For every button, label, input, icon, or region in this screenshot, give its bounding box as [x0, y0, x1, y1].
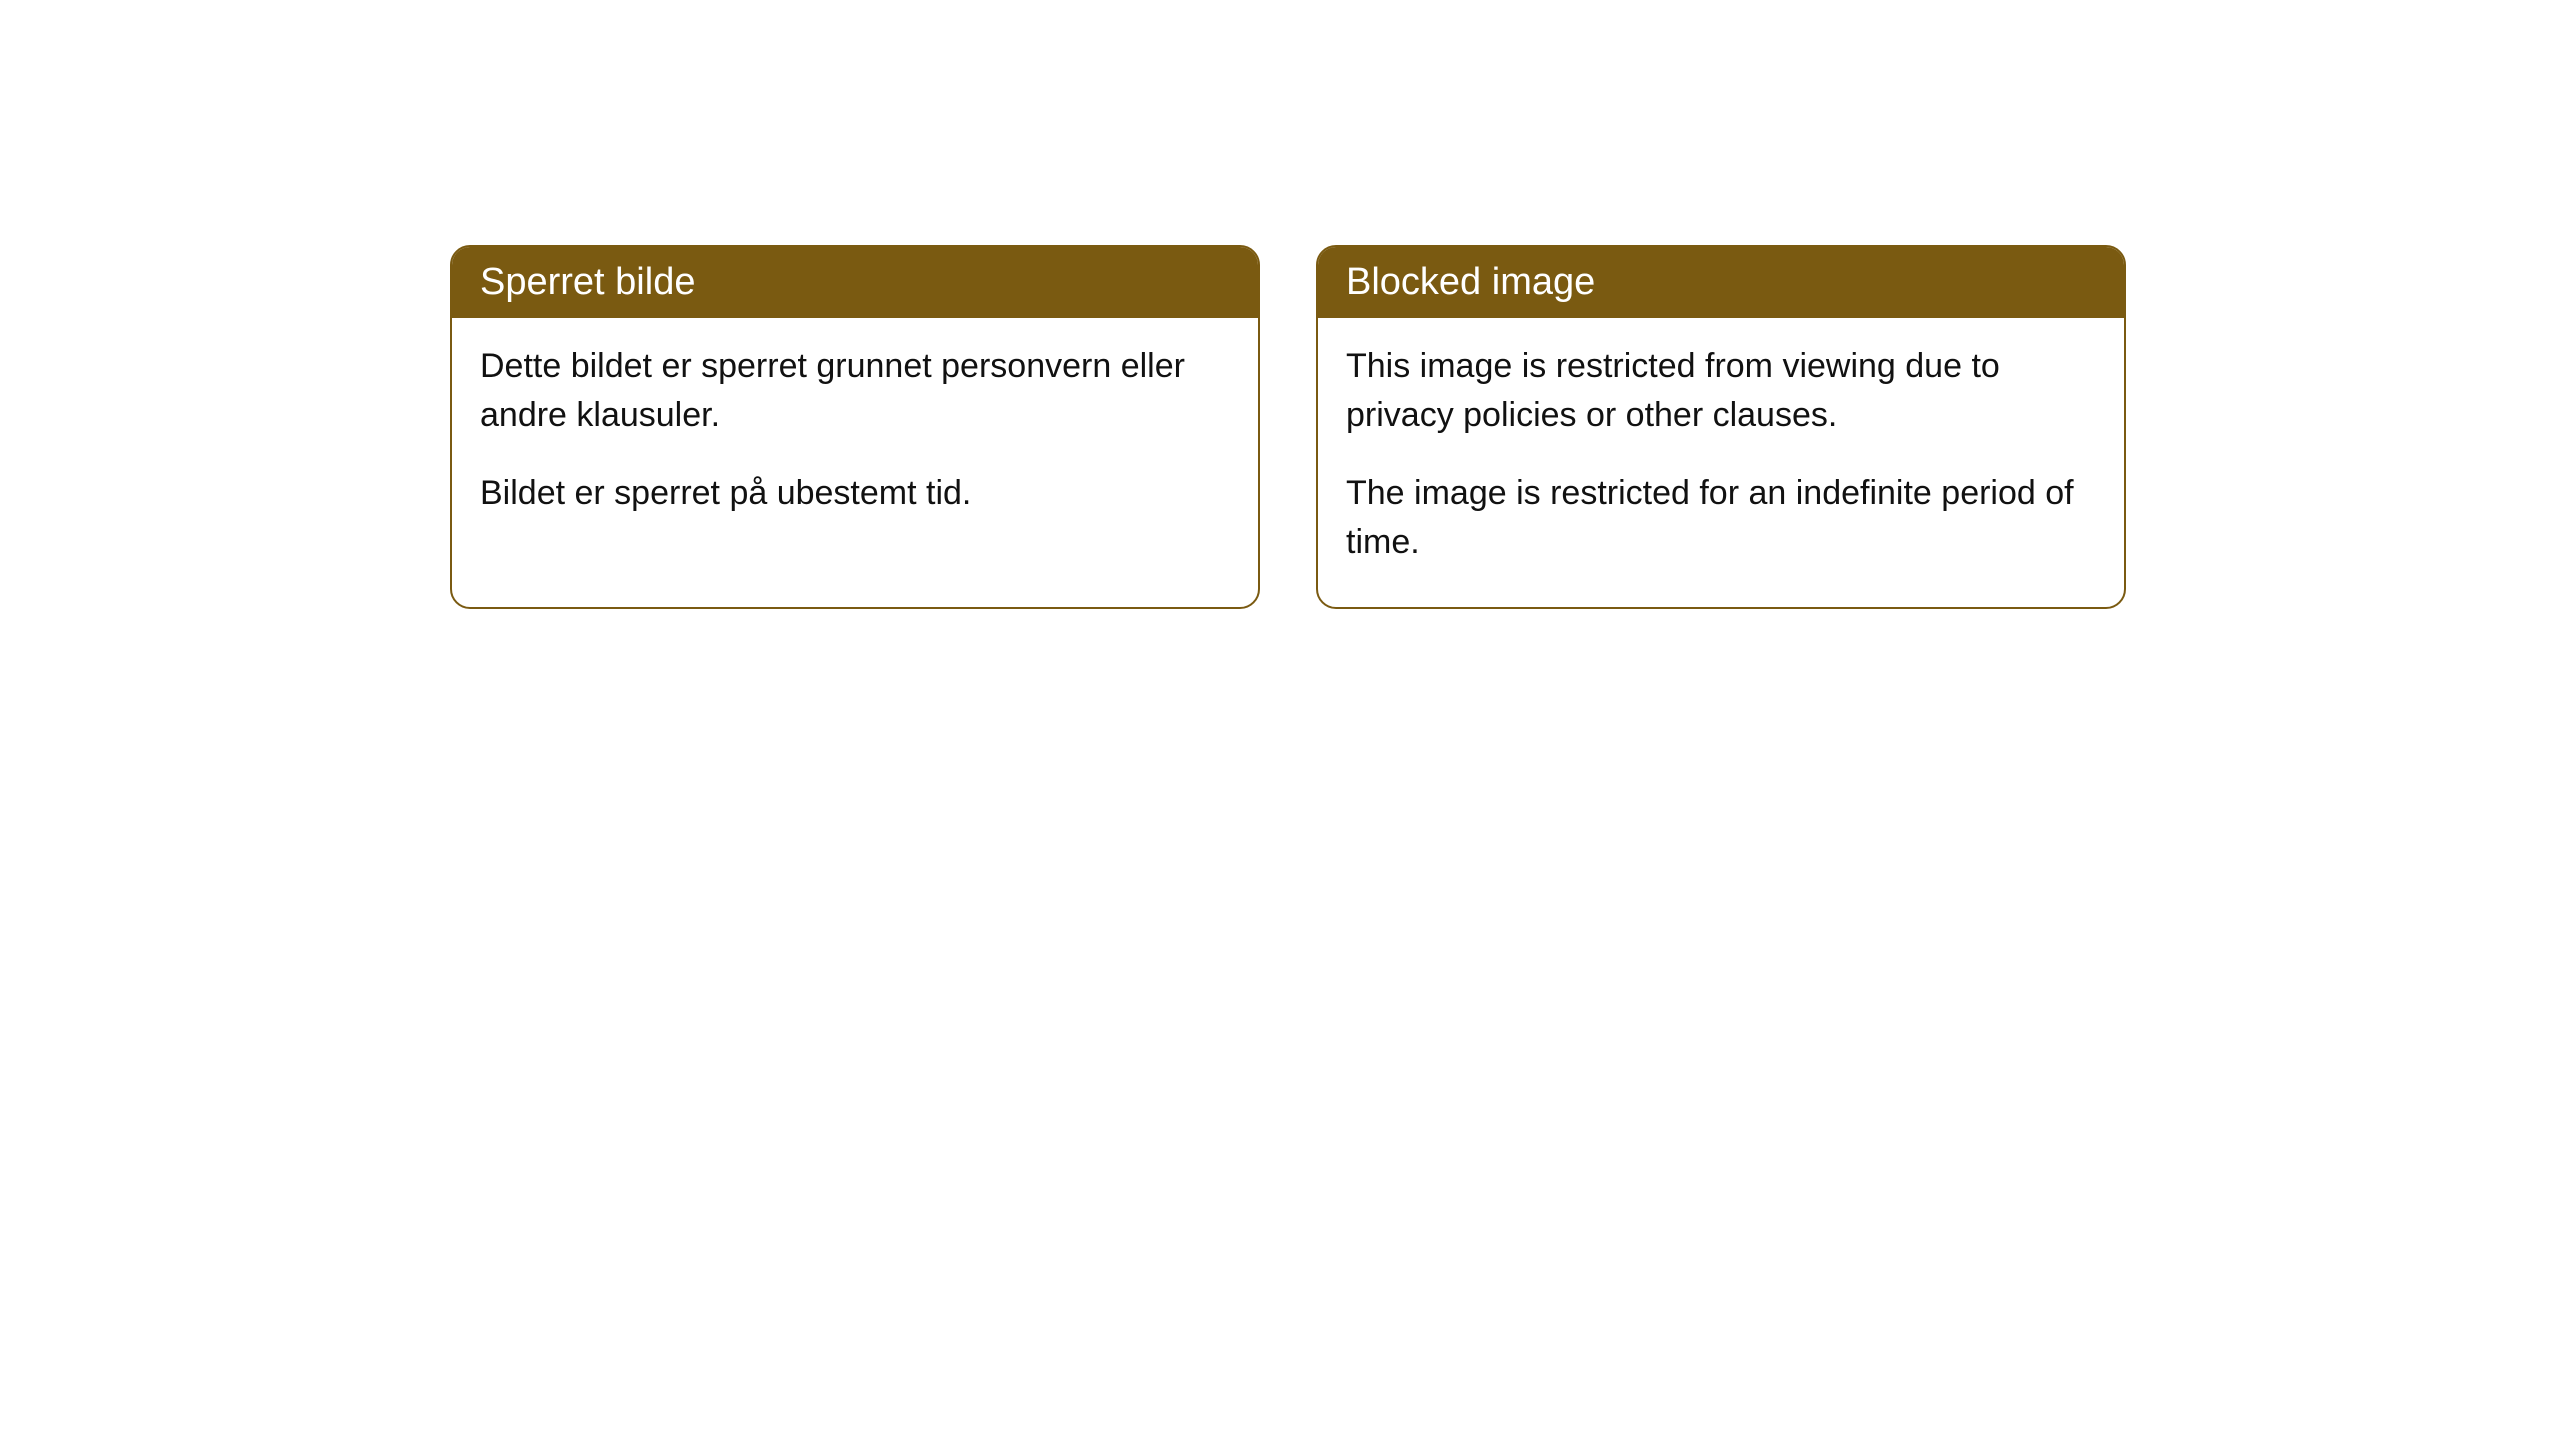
card-body: Dette bildet er sperret grunnet personve… — [452, 318, 1258, 558]
card-paragraph-2: The image is restricted for an indefinit… — [1346, 469, 2096, 568]
card-paragraph-1: Dette bildet er sperret grunnet personve… — [480, 342, 1230, 441]
card-paragraph-2: Bildet er sperret på ubestemt tid. — [480, 469, 1230, 518]
blocked-image-card-en: Blocked image This image is restricted f… — [1316, 245, 2126, 609]
card-header: Blocked image — [1318, 247, 2124, 318]
card-paragraph-1: This image is restricted from viewing du… — [1346, 342, 2096, 441]
card-header: Sperret bilde — [452, 247, 1258, 318]
blocked-image-card-no: Sperret bilde Dette bildet er sperret gr… — [450, 245, 1260, 609]
card-title: Sperret bilde — [480, 261, 695, 303]
card-container: Sperret bilde Dette bildet er sperret gr… — [450, 245, 2126, 609]
card-body: This image is restricted from viewing du… — [1318, 318, 2124, 607]
card-title: Blocked image — [1346, 261, 1595, 303]
